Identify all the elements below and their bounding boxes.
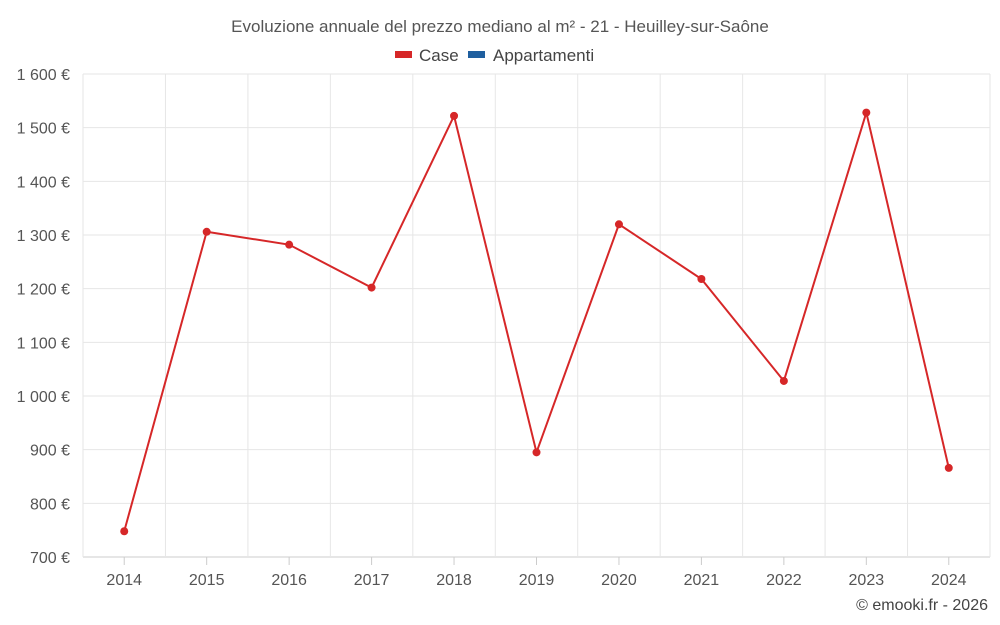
y-tick-label: 1 600 €: [17, 67, 70, 84]
data-point-2021[interactable]: [697, 275, 706, 284]
legend-label-appartamenti: Appartamenti: [493, 46, 594, 65]
legend-item-appartamenti[interactable]: Appartamenti: [468, 46, 594, 65]
series-case: [120, 108, 953, 536]
x-tick-label: 2019: [519, 572, 555, 589]
x-tick-label: 2024: [931, 572, 967, 589]
data-point-2014[interactable]: [120, 527, 129, 536]
y-tick-label: 1 100 €: [17, 335, 70, 352]
y-tick-label: 1 300 €: [17, 228, 70, 245]
y-tick-label: 900 €: [30, 443, 70, 460]
data-point-2022[interactable]: [779, 376, 788, 385]
data-point-2020[interactable]: [614, 220, 623, 229]
y-tick-label: 1 000 €: [17, 389, 70, 406]
y-tick-label: 700 €: [30, 550, 70, 567]
data-point-2023[interactable]: [862, 108, 871, 117]
legend-label-case: Case: [419, 46, 459, 65]
grid-lines: [82, 73, 991, 558]
legend-item-case[interactable]: Case: [395, 46, 459, 65]
data-point-2019[interactable]: [532, 448, 541, 457]
y-tick-label: 1 500 €: [17, 121, 70, 138]
x-axis-ticks: 2014 2015 2016 2017 2018 2019 2020 2021 2022 2023…: [106, 557, 967, 589]
x-tick-label: 2015: [189, 572, 225, 589]
data-point-2017[interactable]: [367, 283, 376, 292]
credit-text: © emooki.fr - 2026: [856, 597, 988, 614]
legend: Case Appartamenti: [395, 46, 594, 65]
data-point-2015[interactable]: [202, 227, 211, 236]
legend-swatch-case: [395, 51, 412, 58]
x-tick-label: 2018: [436, 572, 472, 589]
x-tick-label: 2023: [849, 572, 885, 589]
x-tick-label: 2016: [271, 572, 307, 589]
data-point-2016[interactable]: [285, 240, 294, 249]
x-tick-label: 2014: [106, 572, 142, 589]
x-tick-label: 2020: [601, 572, 637, 589]
legend-swatch-appartamenti: [468, 51, 485, 58]
y-tick-label: 800 €: [30, 496, 70, 513]
y-axis-ticks: 1 600 € 1 500 € 1 400 € 1 300 € 1 200 € 1 100…: [17, 67, 70, 567]
data-point-2018[interactable]: [450, 111, 459, 120]
x-tick-label: 2022: [766, 572, 802, 589]
y-tick-label: 1 200 €: [17, 282, 70, 299]
chart-title: Evoluzione annuale del prezzo mediano al…: [231, 17, 769, 36]
y-tick-label: 1 400 €: [17, 174, 70, 191]
x-tick-label: 2021: [684, 572, 720, 589]
x-tick-label: 2017: [354, 572, 390, 589]
data-point-2024[interactable]: [944, 463, 953, 472]
